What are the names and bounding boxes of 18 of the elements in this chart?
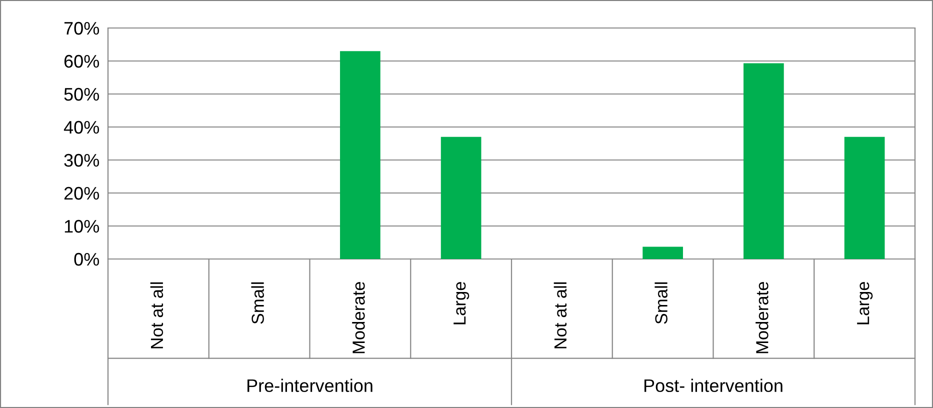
y-tick-label: 20% <box>64 186 100 200</box>
x-tick-label: Large <box>857 282 873 324</box>
text: Pre-intervention <box>248 378 372 392</box>
x-tick-label: Not at all <box>554 282 567 348</box>
y-tick-label: 70% <box>64 22 100 35</box>
y-tick-label: 60% <box>64 54 100 68</box>
x-tick-label: Small <box>251 282 264 324</box>
x-tick-label: Not at all <box>150 282 164 348</box>
text: Post- intervention <box>644 378 782 392</box>
y-tick-label: 30% <box>64 154 100 167</box>
y-tick-label: 10% <box>64 220 100 233</box>
x-tick-label: Small <box>654 282 668 324</box>
y-tick-label: 50% <box>64 88 100 101</box>
y-tick-label: 0% <box>74 252 100 266</box>
x-tick-label: Moderate <box>756 282 768 354</box>
x-tick-label: Large <box>454 282 470 324</box>
y-tick-label: 40% <box>64 120 100 134</box>
x-tick-label: Moderate <box>352 282 365 354</box>
